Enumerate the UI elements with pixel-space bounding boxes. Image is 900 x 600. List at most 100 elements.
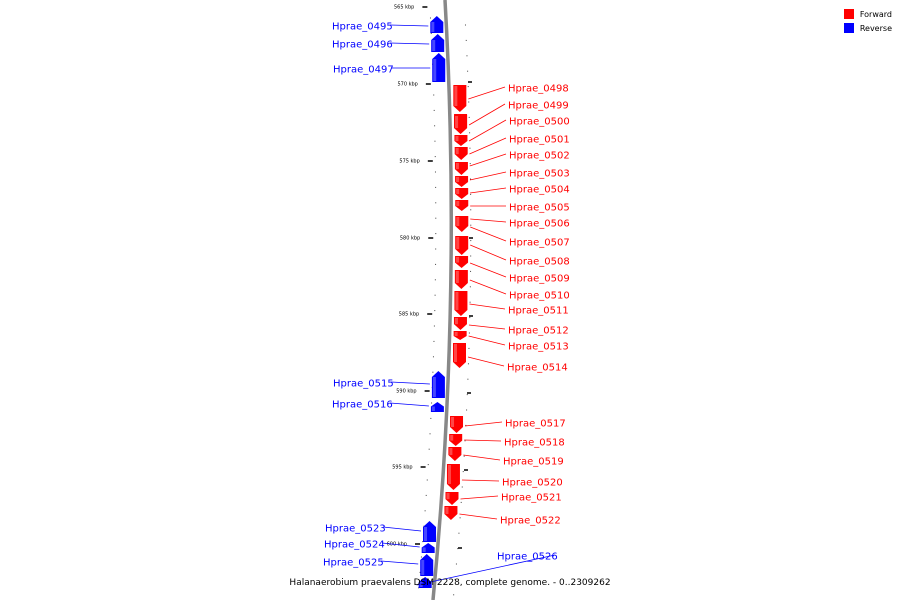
legend-label-forward: Forward: [859, 9, 892, 19]
gene-label[interactable]: Hprae_0524: [324, 540, 385, 551]
gene-label[interactable]: Hprae_0507: [509, 238, 570, 249]
gene-hprae_0525[interactable]: Hprae_0525: [323, 554, 434, 576]
gene-label[interactable]: Hprae_0515: [333, 379, 394, 390]
gene-hprae_0511[interactable]: Hprae_0511: [454, 291, 569, 317]
gene-hprae_0507[interactable]: Hprae_0507: [455, 216, 570, 249]
gene-label[interactable]: Hprae_0514: [507, 363, 568, 374]
gene-arrow[interactable]: [453, 85, 467, 112]
gene-arrow[interactable]: [455, 236, 469, 255]
gene-arrow-highlight: [446, 493, 450, 500]
gene-label[interactable]: Hprae_0518: [504, 438, 565, 449]
gene-arrow[interactable]: [452, 343, 466, 368]
gene-arrow[interactable]: [453, 317, 467, 330]
gene-label[interactable]: Hprae_0500: [509, 117, 570, 128]
gene-label[interactable]: Hprae_0520: [502, 478, 563, 489]
gene-hprae_0502[interactable]: Hprae_0502: [454, 147, 570, 167]
legend-label-reverse: Reverse: [859, 23, 892, 33]
gene-arrow[interactable]: [455, 176, 469, 187]
gene-hprae_0524[interactable]: Hprae_0524: [324, 540, 435, 554]
gene-hprae_0520[interactable]: Hprae_0520: [446, 464, 563, 490]
gene-hprae_0518[interactable]: Hprae_0518: [449, 434, 565, 449]
gene-arrow[interactable]: [431, 34, 445, 52]
gene-arrow[interactable]: [418, 577, 432, 588]
gene-label[interactable]: Hprae_0498: [508, 84, 569, 95]
gene-arrow-highlight: [454, 332, 458, 336]
gene-hprae_0501[interactable]: Hprae_0501: [454, 135, 570, 155]
gene-hprae_0504[interactable]: Hprae_0504: [455, 176, 570, 196]
gene-label[interactable]: Hprae_0504: [509, 185, 570, 196]
gene-label[interactable]: Hprae_0510: [509, 291, 570, 302]
gene-label[interactable]: Hprae_0501: [509, 135, 570, 146]
gene-label[interactable]: Hprae_0519: [503, 457, 564, 468]
gene-hprae_0498[interactable]: Hprae_0498: [453, 84, 569, 113]
gene-label[interactable]: Hprae_0495: [332, 22, 393, 33]
gene-hprae_0496[interactable]: Hprae_0496: [332, 34, 445, 52]
gene-hprae_0516[interactable]: Hprae_0516: [332, 400, 444, 413]
gene-arrow[interactable]: [423, 521, 437, 542]
gene-arrow[interactable]: [444, 506, 458, 520]
gene-hprae_0510[interactable]: Hprae_0510: [454, 270, 570, 302]
gene-label[interactable]: Hprae_0517: [505, 419, 566, 430]
gene-arrow[interactable]: [454, 270, 468, 289]
gene-hprae_0526[interactable]: Hprae_0526: [416, 552, 558, 589]
gene-arrow[interactable]: [421, 543, 435, 553]
gene-label[interactable]: Hprae_0497: [333, 65, 394, 76]
gene-hprae_0517[interactable]: Hprae_0517: [450, 416, 566, 433]
gene-label[interactable]: Hprae_0522: [500, 516, 561, 527]
gene-arrow[interactable]: [453, 331, 467, 340]
gene-label[interactable]: Hprae_0511: [508, 306, 569, 317]
gene-hprae_0503[interactable]: Hprae_0503: [454, 162, 570, 181]
gene-hprae_0500[interactable]: Hprae_0500: [454, 115, 570, 142]
gene-hprae_0509[interactable]: Hprae_0509: [455, 256, 570, 285]
gene-label[interactable]: Hprae_0502: [509, 151, 570, 162]
gene-label[interactable]: Hprae_0526: [497, 552, 558, 563]
gene-label[interactable]: Hprae_0505: [509, 203, 570, 214]
gene-label[interactable]: Hprae_0525: [323, 558, 384, 569]
gene-label[interactable]: Hprae_0503: [509, 169, 570, 180]
gene-label[interactable]: Hprae_0499: [508, 101, 569, 112]
gene-arrow[interactable]: [455, 256, 469, 268]
gene-label[interactable]: Hprae_0521: [501, 493, 562, 504]
gene-arrow[interactable]: [454, 162, 468, 175]
gene-label[interactable]: Hprae_0512: [508, 326, 569, 337]
gene-hprae_0515[interactable]: Hprae_0515: [333, 371, 445, 398]
gene-hprae_0521[interactable]: Hprae_0521: [445, 492, 562, 505]
gene-arrow[interactable]: [454, 115, 468, 134]
gene-hprae_0514[interactable]: Hprae_0514: [452, 343, 568, 374]
gene-arrow[interactable]: [454, 291, 468, 316]
gene-hprae_0506[interactable]: Hprae_0506: [455, 200, 570, 230]
gene-arrow[interactable]: [455, 200, 469, 211]
gene-arrow[interactable]: [454, 147, 468, 160]
gene-label[interactable]: Hprae_0506: [509, 219, 570, 230]
gene-label[interactable]: Hprae_0508: [509, 257, 570, 268]
gene-arrow[interactable]: [454, 135, 468, 146]
gene-hprae_0495[interactable]: Hprae_0495: [332, 16, 444, 33]
gene-arrow[interactable]: [431, 371, 445, 398]
gene-label[interactable]: Hprae_0513: [508, 342, 569, 353]
gene-hprae_0523[interactable]: Hprae_0523: [325, 521, 437, 542]
gene-arrow-highlight: [431, 22, 435, 32]
gene-label[interactable]: Hprae_0509: [509, 274, 570, 285]
gene-arrow[interactable]: [445, 492, 459, 505]
gene-arrow[interactable]: [455, 188, 469, 199]
gene-arrow[interactable]: [430, 16, 444, 33]
gene-hprae_0513[interactable]: Hprae_0513: [453, 331, 569, 353]
gene-arrow[interactable]: [432, 53, 446, 82]
gene-arrow[interactable]: [448, 447, 462, 461]
gene-arrow[interactable]: [455, 216, 469, 232]
gene-label[interactable]: Hprae_0523: [325, 524, 386, 535]
gene-arrow[interactable]: [450, 416, 464, 433]
gene-hprae_0505[interactable]: Hprae_0505: [455, 188, 570, 214]
gene-label[interactable]: Hprae_0496: [332, 40, 393, 51]
gene-label[interactable]: Hprae_0516: [332, 400, 393, 411]
gene-hprae_0519[interactable]: Hprae_0519: [448, 447, 564, 468]
gene-arrow[interactable]: [449, 434, 463, 446]
gene-arrow[interactable]: [420, 554, 434, 576]
gene-hprae_0512[interactable]: Hprae_0512: [453, 317, 569, 337]
gene-hprae_0497[interactable]: Hprae_0497: [333, 53, 446, 82]
gene-arrow[interactable]: [446, 464, 460, 490]
gene-hprae_0508[interactable]: Hprae_0508: [455, 236, 570, 268]
gene-arrow[interactable]: [430, 402, 444, 412]
gene-hprae_0522[interactable]: Hprae_0522: [444, 506, 561, 527]
